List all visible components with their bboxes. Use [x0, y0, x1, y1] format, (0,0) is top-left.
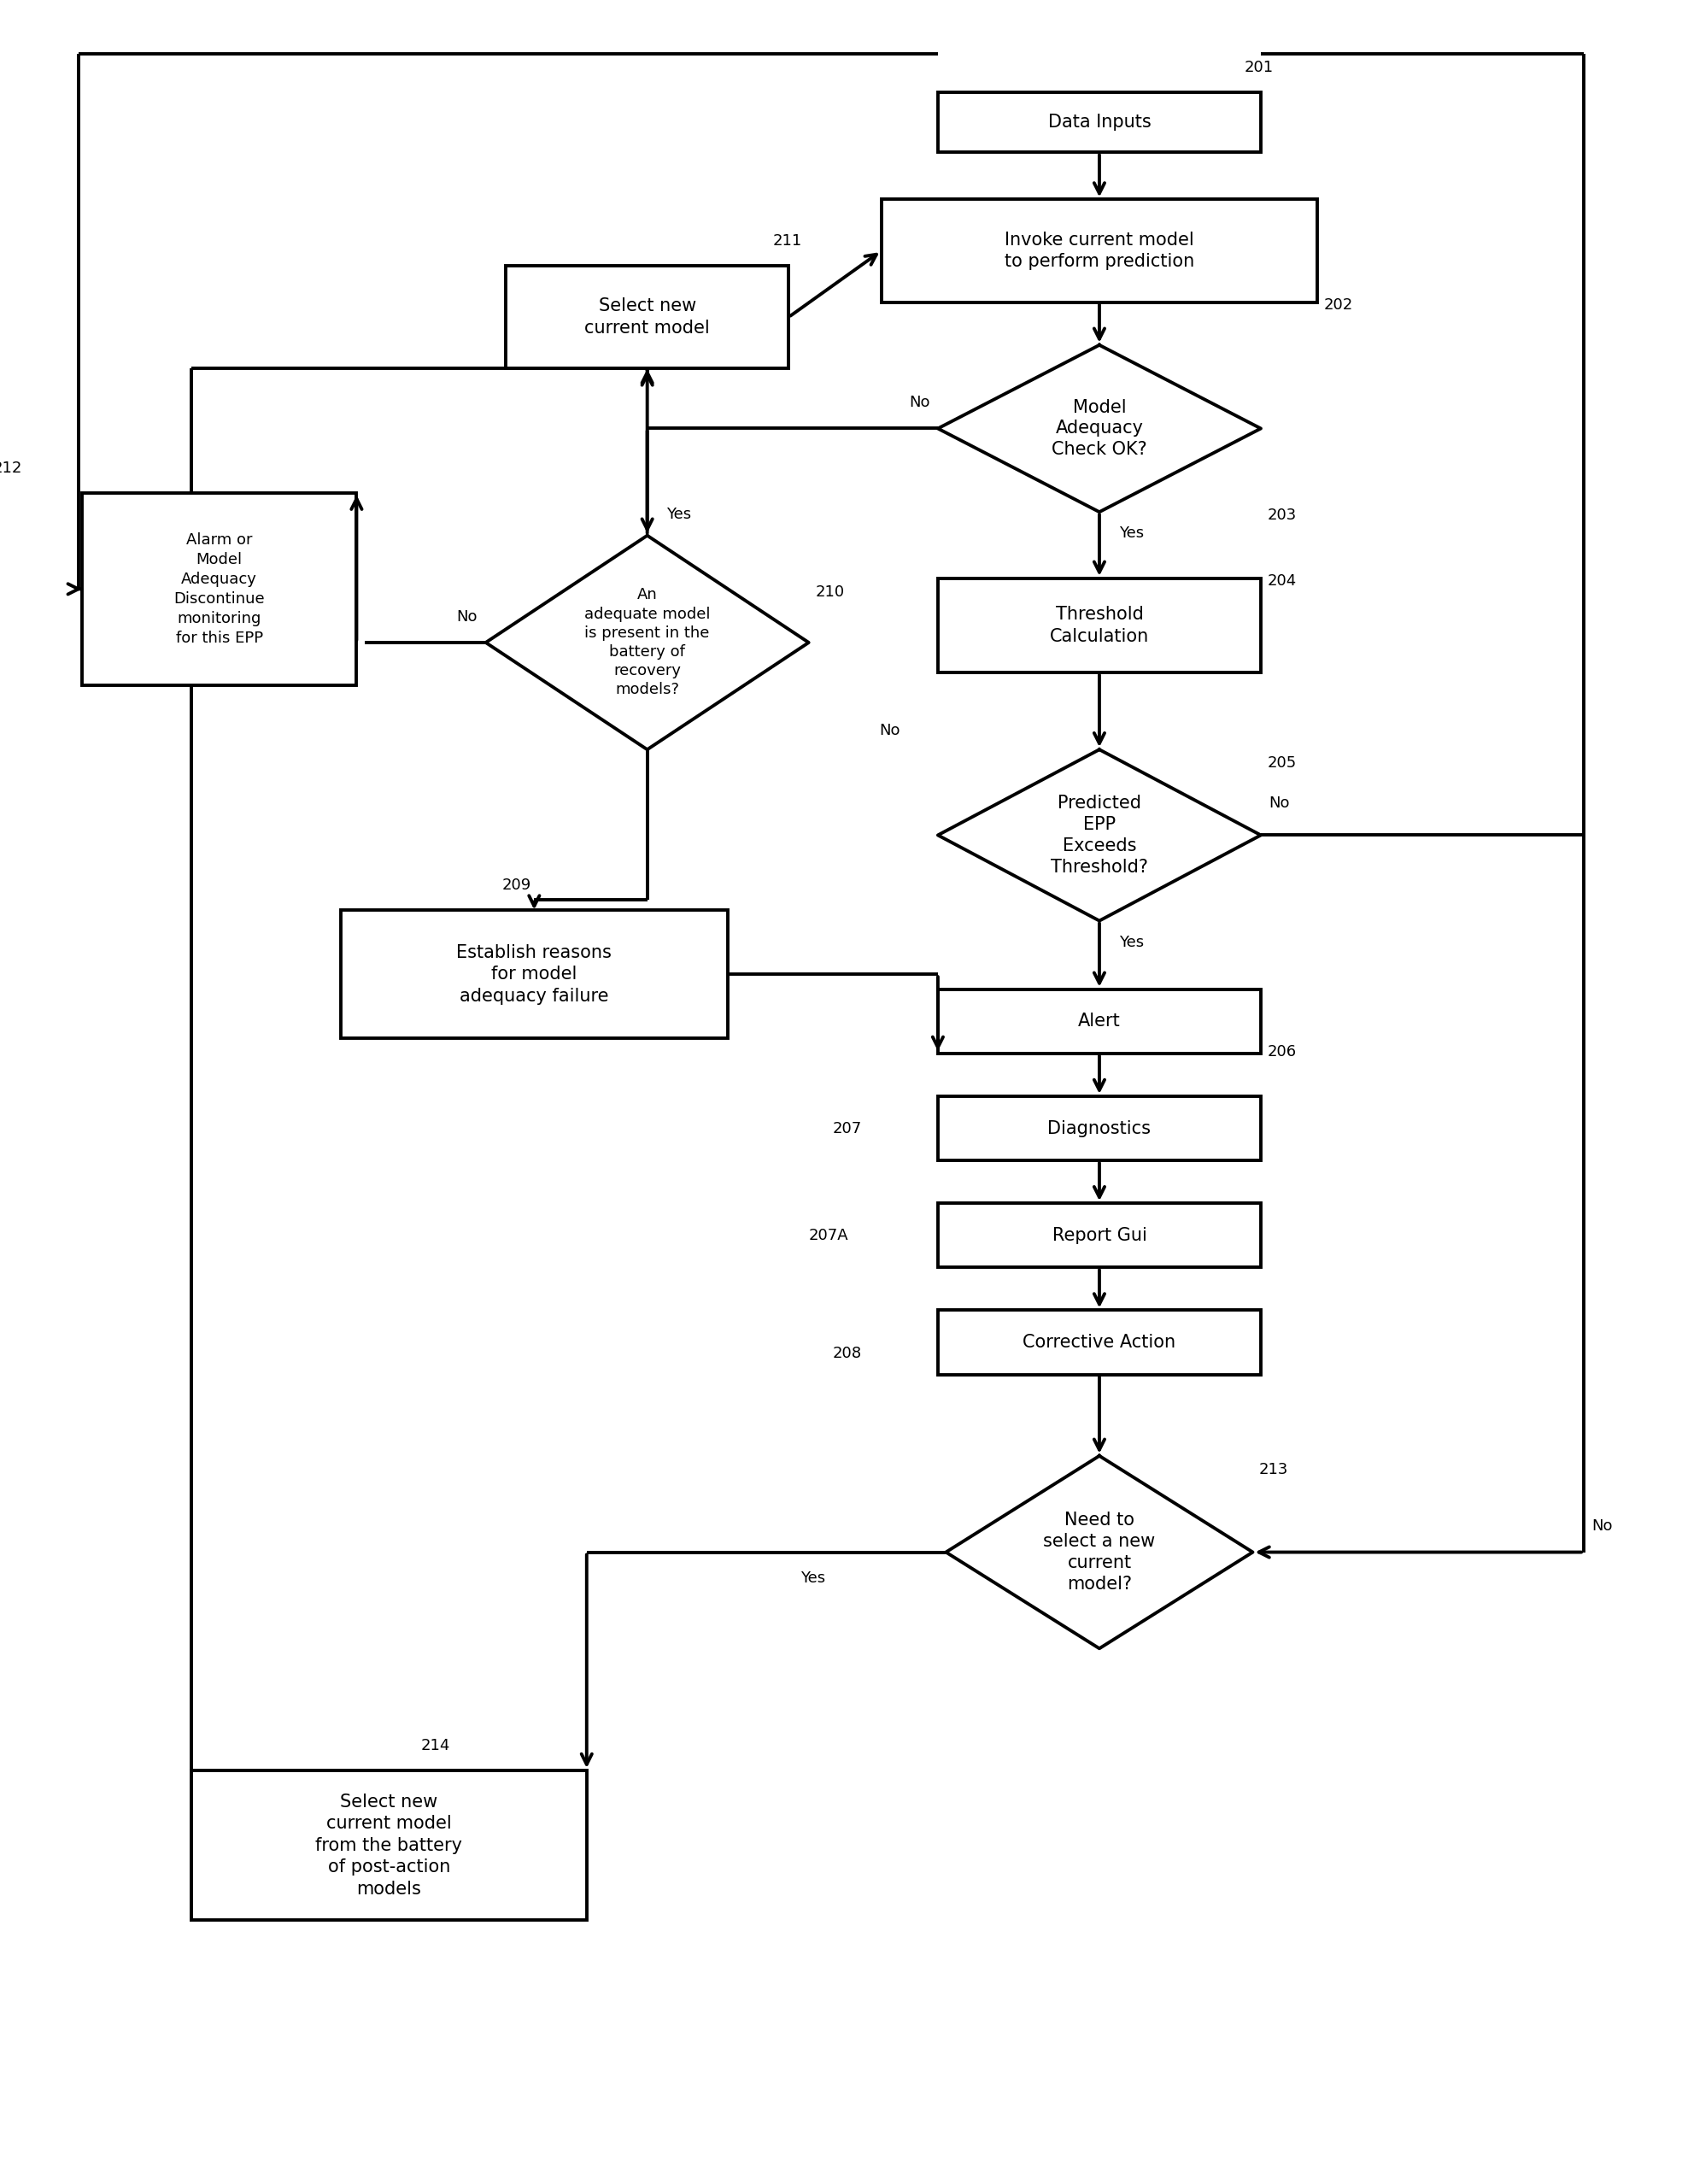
Bar	[340, 911, 728, 1037]
Text: Yes: Yes	[1119, 935, 1144, 950]
Text: Model
Adequacy
Check OK?: Model Adequacy Check OK?	[1051, 400, 1147, 459]
Text: 214: 214	[420, 1738, 451, 1754]
Text: 208: 208	[833, 1345, 863, 1361]
Bar	[939, 579, 1262, 673]
Bar	[506, 266, 789, 369]
Text: 201: 201	[1245, 59, 1273, 74]
Polygon shape	[939, 345, 1262, 511]
Text: 204: 204	[1267, 574, 1297, 590]
Text: Threshold
Calculation: Threshold Calculation	[1050, 605, 1149, 644]
Text: Corrective Action: Corrective Action	[1023, 1334, 1176, 1352]
Text: Invoke current model
to perform prediction: Invoke current model to perform predicti…	[1004, 232, 1194, 271]
Text: 211: 211	[772, 234, 802, 249]
Text: Data Inputs: Data Inputs	[1048, 114, 1150, 131]
Text: No: No	[908, 395, 930, 411]
Text: Establish reasons
for model
adequacy failure: Establish reasons for model adequacy fai…	[456, 943, 612, 1005]
Text: 210: 210	[816, 585, 844, 601]
Bar	[939, 1310, 1262, 1374]
Bar	[939, 1203, 1262, 1267]
Text: Yes: Yes	[666, 507, 691, 522]
Text: 209: 209	[501, 878, 532, 893]
Text: Select new
current model: Select new current model	[585, 297, 710, 336]
Text: An
adequate model
is present in the
battery of
recovery
models?: An adequate model is present in the batt…	[584, 587, 710, 697]
Bar	[192, 1771, 587, 1920]
Text: No: No	[1591, 1518, 1613, 1533]
Text: Need to
select a new
current
model?: Need to select a new current model?	[1043, 1511, 1156, 1592]
Text: 207A: 207A	[809, 1227, 848, 1243]
Text: 213: 213	[1260, 1461, 1288, 1476]
Bar	[939, 92, 1262, 153]
Bar	[939, 1096, 1262, 1160]
Text: No: No	[1268, 795, 1290, 810]
Bar	[881, 199, 1317, 301]
Text: 206: 206	[1267, 1044, 1297, 1059]
Text: Predicted
EPP
Exceeds
Threshold?: Predicted EPP Exceeds Threshold?	[1051, 795, 1149, 876]
Text: 212: 212	[0, 461, 22, 476]
Text: Diagnostics: Diagnostics	[1048, 1120, 1150, 1138]
Polygon shape	[945, 1457, 1253, 1649]
Text: 205: 205	[1267, 756, 1297, 771]
Text: Select new
current model
from the battery
of post-action
models: Select new current model from the batter…	[316, 1793, 463, 1898]
Bar	[82, 494, 357, 686]
Bar	[939, 989, 1262, 1053]
Text: Alert: Alert	[1078, 1013, 1120, 1031]
Text: Alarm or
Model
Adequacy
Discontinue
monitoring
for this EPP: Alarm or Model Adequacy Discontinue moni…	[173, 533, 264, 646]
Text: Yes: Yes	[1119, 526, 1144, 542]
Text: 207: 207	[833, 1120, 863, 1136]
Text: No: No	[458, 609, 478, 625]
Text: 202: 202	[1324, 297, 1352, 312]
Text: No: No	[880, 723, 900, 738]
Polygon shape	[939, 749, 1262, 922]
Polygon shape	[486, 535, 809, 749]
Text: 203: 203	[1267, 507, 1297, 522]
Text: Report Gui: Report Gui	[1051, 1227, 1147, 1245]
Text: Yes: Yes	[801, 1570, 826, 1586]
